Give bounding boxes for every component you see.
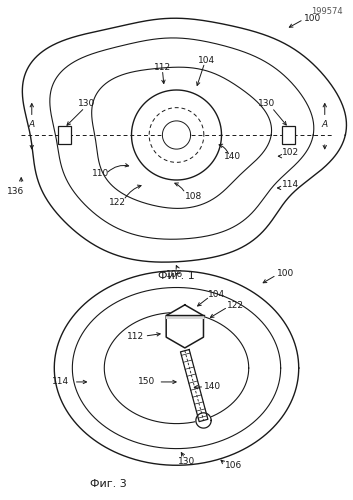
Text: 114: 114 <box>282 180 300 189</box>
Text: 114: 114 <box>52 378 68 386</box>
Text: A: A <box>322 120 328 129</box>
Text: 106: 106 <box>225 461 243 470</box>
Text: 110: 110 <box>92 170 109 178</box>
Bar <box>166 314 204 318</box>
Polygon shape <box>166 305 203 348</box>
Text: 102: 102 <box>282 148 300 157</box>
Text: Фиг. 1: Фиг. 1 <box>158 272 195 281</box>
Text: 136: 136 <box>7 187 24 196</box>
Text: 108: 108 <box>185 192 203 202</box>
Polygon shape <box>196 413 211 428</box>
Text: Фиг. 3: Фиг. 3 <box>90 479 127 489</box>
Polygon shape <box>180 350 208 422</box>
Text: 130: 130 <box>178 456 195 466</box>
Text: 100: 100 <box>304 14 321 23</box>
Text: 140: 140 <box>224 152 241 160</box>
Text: 140: 140 <box>204 382 221 390</box>
Text: 112: 112 <box>154 64 171 72</box>
Text: 104: 104 <box>208 290 226 299</box>
Bar <box>58 126 71 144</box>
Text: 130: 130 <box>258 98 275 108</box>
Text: 104: 104 <box>198 56 215 66</box>
Text: 150: 150 <box>138 378 155 386</box>
Polygon shape <box>162 121 191 149</box>
Text: 130: 130 <box>78 98 95 108</box>
Text: 106: 106 <box>166 270 183 279</box>
Text: 100: 100 <box>276 269 294 278</box>
Bar <box>282 126 295 144</box>
Text: 199574: 199574 <box>311 8 342 16</box>
Text: 122: 122 <box>227 301 244 310</box>
Text: 122: 122 <box>109 198 126 206</box>
Text: A: A <box>29 120 35 129</box>
Text: 112: 112 <box>126 332 144 340</box>
